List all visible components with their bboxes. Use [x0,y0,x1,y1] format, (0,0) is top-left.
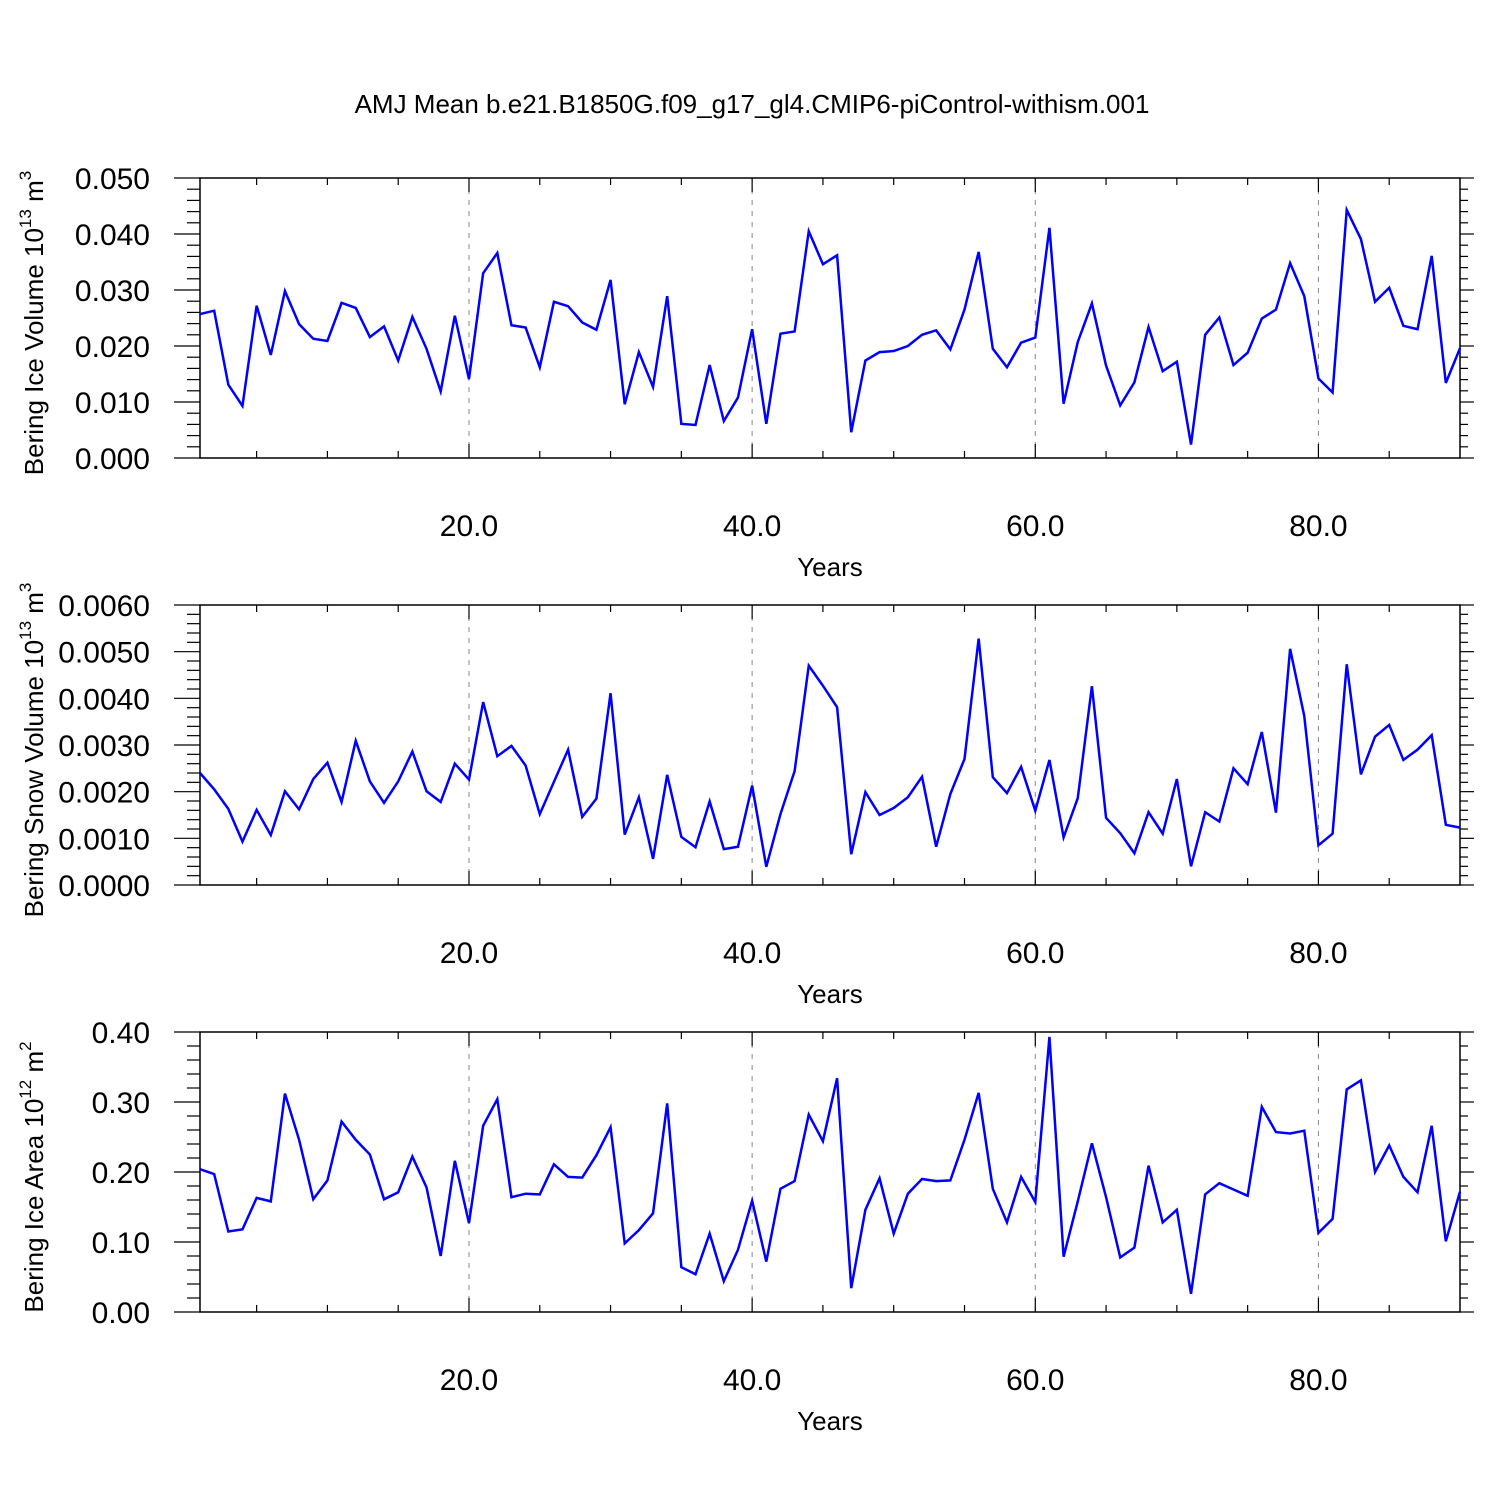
y-axis-title-part: m [19,592,49,621]
x-axis-title: Years [797,1406,863,1436]
y-tick-label: 0.30 [92,1087,150,1120]
x-tick-label: 60.0 [1006,937,1064,970]
plot-frame [199,1031,1461,1313]
y-axis-title-part: m [19,180,49,209]
y-tick-label: 0.10 [92,1227,150,1260]
y-tick-label: 0.00 [92,1297,150,1330]
y-axis-title-part: 13 [16,621,35,640]
y-tick-label: 0.050 [75,163,150,196]
x-tick-label: 40.0 [723,1364,781,1397]
chart-panel-2: 0.0000 0.0010 0.0020 0.0030 0.0040 0.0050 0.00… [16,583,1474,1009]
x-tick-label: 20.0 [440,937,498,970]
y-tick-label: 0.0060 [58,590,150,623]
x-tick-label: 60.0 [1006,510,1064,543]
y-axis-title: Bering Snow Volume 1013 m3 [16,583,49,918]
y-tick-label: 0.0030 [58,730,150,763]
chart-panels: 0.000 0.010 0.020 0.030 0.040 0.050 20.0 40.0 60… [16,163,1474,1436]
x-tick-label: 20.0 [440,1364,498,1397]
y-tick-label: 0.20 [92,1157,150,1190]
figure-title: AMJ Mean b.e21.B1850G.f09_g17_gl4.CMIP6-… [355,89,1150,119]
series-line [199,1036,1462,1295]
y-tick-label: 0.40 [92,1017,150,1050]
x-tick-label: 40.0 [723,937,781,970]
y-tick-label: 0.020 [75,331,150,364]
y-axis-title-part: Bering Ice Volume 10 [19,228,49,475]
y-tick-label: 0.010 [75,387,150,420]
y-tick-label: 0.000 [75,443,150,476]
y-tick-label: 0.0020 [58,777,150,810]
y-tick-label: 0.040 [75,219,150,252]
y-axis-title-part: m [19,1051,49,1080]
chart-panel-3: 0.00 0.10 0.20 0.30 0.40 20.0 40.0 60.0 80.0 Year… [16,1017,1474,1436]
y-tick-label: 0.0040 [58,683,150,716]
series-line [199,638,1461,868]
y-axis-title-part: 12 [16,1080,35,1099]
y-axis-title: Bering Ice Area 1012 m2 [16,1041,49,1312]
x-tick-label: 60.0 [1006,1364,1064,1397]
plot-frame [199,177,1461,459]
series-line [199,205,1462,445]
x-tick-label: 80.0 [1289,510,1347,543]
y-axis-title-part: 3 [16,583,35,592]
x-axis-title: Years [797,552,863,582]
y-tick-label: 0.030 [75,275,150,308]
y-tick-label: 0.0010 [58,823,150,856]
x-tick-label: 80.0 [1289,1364,1347,1397]
plot-frame [199,604,1461,886]
x-tick-label: 40.0 [723,510,781,543]
x-tick-label: 20.0 [440,510,498,543]
y-axis-title-part: 13 [16,209,35,228]
y-axis-title-part: 2 [16,1041,35,1050]
y-tick-label: 0.0050 [58,637,150,670]
y-axis-title-part: Bering Ice Area 10 [19,1099,49,1313]
x-axis-title: Years [797,979,863,1009]
y-axis-title: Bering Ice Volume 1013 m3 [16,171,49,475]
y-axis-title-part: 3 [16,171,35,180]
y-tick-label: 0.0000 [58,870,150,903]
chart-panel-1: 0.000 0.010 0.020 0.030 0.040 0.050 20.0 40.0 60… [16,163,1474,582]
y-axis-title-part: Bering Snow Volume 10 [19,640,49,918]
x-tick-label: 80.0 [1289,937,1347,970]
